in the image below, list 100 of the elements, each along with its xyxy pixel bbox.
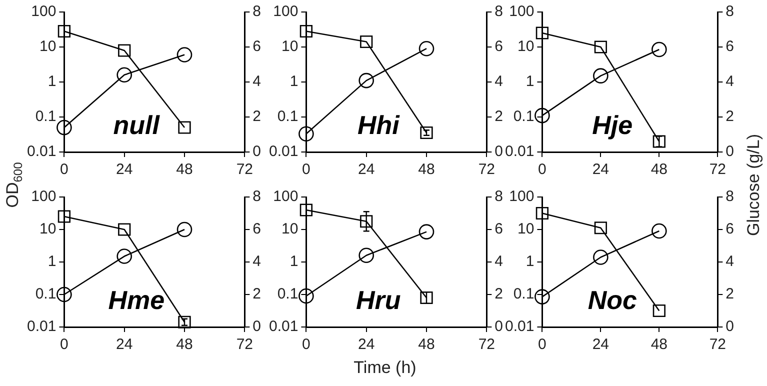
x-tick-label: 72	[478, 336, 495, 354]
x-tick-label: 0	[60, 161, 68, 178]
y2-tick-label: 8	[252, 188, 261, 206]
x-tick-label: 0	[302, 336, 310, 354]
y-tick-label: 0.1	[513, 286, 534, 303]
x-tick-label: 48	[176, 161, 193, 178]
y-tick-label: 1	[290, 253, 298, 270]
y2-tick-label: 6	[726, 38, 734, 56]
y2-tick-label: 2	[726, 286, 734, 303]
y2-tick-label: 4	[494, 73, 503, 90]
annotation: Hhi	[357, 110, 400, 140]
y-tick-label: 0.01	[504, 318, 534, 336]
x-tick-label: 72	[236, 161, 253, 178]
point	[176, 47, 192, 62]
y-tick-label: 10	[282, 38, 298, 56]
y-tick-label: 0.01	[268, 318, 298, 336]
y2-axis-title: Glucose (g/L)	[744, 134, 764, 236]
y2-tick-label: 4	[726, 73, 734, 90]
point	[652, 223, 667, 239]
point	[593, 250, 608, 265]
point	[652, 42, 667, 58]
y2-tick-label: 6	[494, 220, 503, 238]
y-tick-label: 10	[40, 220, 56, 238]
y2-tick-label: 0	[494, 143, 503, 160]
point	[358, 72, 374, 88]
y-tick-label: 1	[48, 73, 56, 90]
point	[534, 108, 550, 124]
x-tick-label: 0	[60, 336, 68, 354]
x-tick-label: 0	[538, 336, 546, 354]
annotation: Hru	[356, 285, 401, 315]
x-tick-label: 48	[650, 336, 668, 354]
annotation: Noc	[588, 285, 638, 315]
y2-tick-label: 2	[494, 108, 503, 126]
point	[176, 222, 192, 238]
y2-tick-label: 6	[726, 220, 734, 238]
y2-tick-label: 0	[252, 143, 261, 160]
y-tick-label: 0.1	[513, 108, 534, 126]
y2-tick-label: 8	[494, 188, 503, 206]
y2-tick-label: 4	[252, 73, 261, 90]
y2-tick-label: 8	[726, 188, 734, 206]
y-tick-label: 1	[290, 73, 298, 90]
y-tick-label: 100	[509, 188, 534, 206]
y2-tick-label: 4	[726, 253, 734, 270]
point	[116, 67, 132, 83]
annotation: null	[113, 110, 160, 140]
x-tick-label: 72	[236, 336, 253, 354]
y2-tick-label: 8	[252, 3, 261, 20]
y2-tick-label: 0	[726, 318, 734, 336]
y-tick-label: 100	[273, 188, 298, 206]
x-tick-label: 48	[418, 336, 435, 354]
y2-tick-label: 6	[494, 38, 503, 56]
point	[298, 126, 314, 142]
y-tick-label: 100	[31, 188, 56, 206]
y-tick-label: 100	[509, 3, 534, 20]
y2-tick-label: 2	[494, 286, 503, 303]
y2-tick-label: 6	[252, 38, 261, 56]
point	[56, 120, 72, 136]
x-tick-label: 72	[709, 161, 726, 178]
y-tick-label: 0.01	[26, 318, 56, 336]
y2-tick-label: 2	[252, 108, 261, 126]
y-tick-label: 100	[273, 3, 298, 20]
x-tick-label: 0	[302, 161, 310, 178]
y-tick-label: 0.01	[268, 143, 298, 160]
x-tick-label: 48	[176, 336, 193, 354]
y2-tick-label: 8	[494, 3, 503, 20]
y2-tick-label: 0	[494, 318, 503, 336]
point	[593, 68, 608, 84]
y-tick-label: 0.1	[35, 108, 56, 126]
point	[418, 224, 434, 240]
y-tick-label: 1	[48, 253, 56, 270]
y-tick-label: 10	[518, 38, 534, 56]
y-tick-label: 10	[518, 220, 534, 238]
y-tick-label: 0.1	[35, 286, 56, 303]
x-tick-label: 24	[358, 161, 375, 178]
x-tick-label: 24	[358, 336, 375, 354]
point	[358, 248, 374, 264]
x-tick-label: 48	[650, 161, 668, 178]
annotation: Hme	[108, 285, 165, 315]
y-tick-label: 1	[526, 253, 534, 270]
point	[298, 288, 314, 304]
y2-tick-label: 4	[252, 253, 261, 270]
point	[534, 289, 550, 304]
x-tick-label: 72	[478, 161, 495, 178]
y-tick-label: 0.01	[504, 143, 534, 160]
y2-tick-label: 0	[252, 318, 261, 336]
point	[418, 40, 434, 56]
y-tick-label: 0.1	[277, 286, 298, 303]
y-tick-label: 100	[31, 3, 56, 20]
annotation: Hje	[592, 110, 633, 140]
y-tick-label: 0.01	[26, 143, 56, 160]
y2-tick-label: 2	[252, 286, 261, 303]
y-tick-label: 10	[282, 220, 298, 238]
point	[56, 286, 72, 302]
x-tick-label: 24	[116, 161, 133, 178]
x-tick-label: 72	[709, 336, 726, 354]
x-axis-title: Time (h)	[354, 358, 416, 378]
y2-tick-label: 6	[252, 220, 261, 238]
y2-tick-label: 4	[494, 253, 503, 270]
y2-tick-label: 0	[726, 143, 734, 160]
y2-tick-label: 8	[726, 3, 734, 20]
